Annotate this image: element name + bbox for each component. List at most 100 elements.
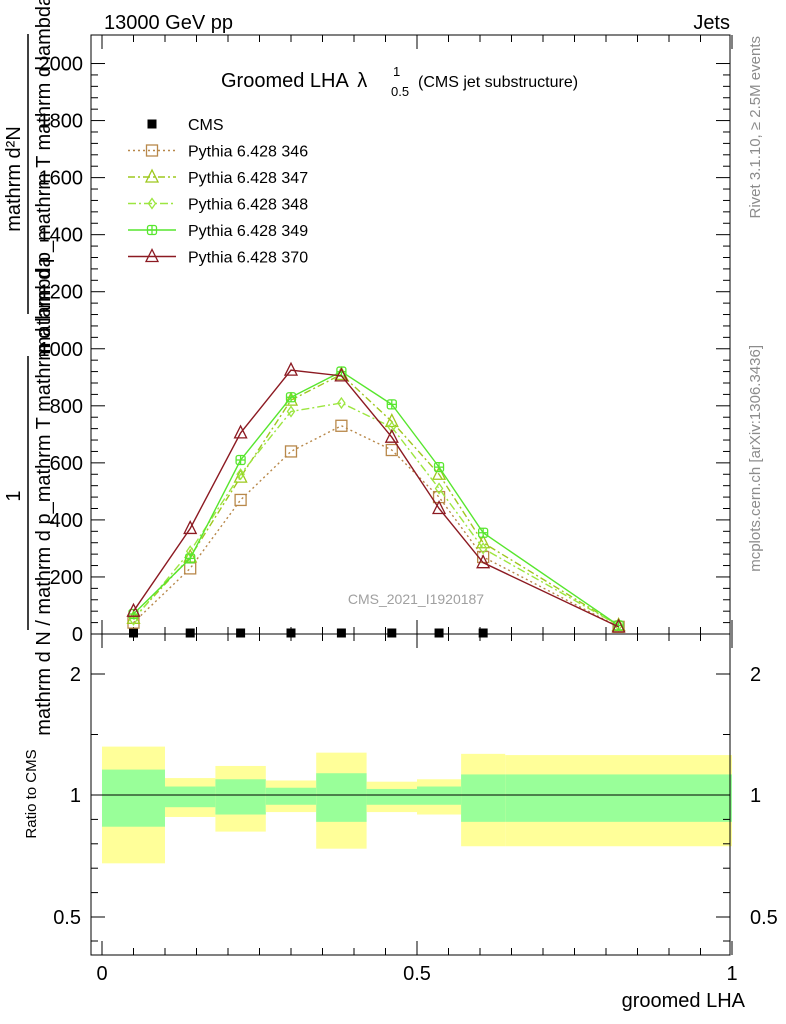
series-0-point [236,628,246,638]
series-5-point [183,520,198,535]
ylabel-numerator2: mathrm d²N [3,126,25,232]
legend-marker-5 [144,248,160,263]
legend-marker-4 [146,224,158,236]
ratio-y-tick-label: 2 [70,664,81,686]
series-2-point-shape [283,391,299,406]
ratio-panel: 0.5 1 2 0.5 1 2 0 0.5 1 Ratio to CMS groomed LHA [23,633,778,1012]
green-band-6 [417,786,462,805]
y-tick-label: 1800 [39,111,84,133]
y-tick-label: 400 [50,510,83,532]
series-0-point [336,628,346,638]
series-5-point-shape [334,367,349,382]
series-0-point [434,628,444,638]
series-0-point-shape [336,628,346,638]
main-panel: 0 200 400 600 800 1000 1200 1400 1600 1800 2000 Gr… [3,0,733,736]
series-0-point [286,628,296,638]
x-axis-label: groomed LHA [622,990,746,1012]
series-1-point-shape [184,562,197,575]
main-frame [90,34,731,635]
series-5-point-shape [476,554,491,569]
green-band-0 [102,769,165,827]
series-0-point-shape [478,628,488,638]
series-1-point [284,445,298,458]
y-axis-label: 1 mathrm d N / mathrm d p_mathrm T mathr… [3,0,55,736]
series-5-point [384,428,399,443]
series-2-line [132,373,619,627]
series-4-point [285,392,297,403]
series-2-point-shape [233,468,248,483]
series-3-point [236,468,245,481]
series-1-point [184,562,197,575]
y-tick-label: 1600 [39,168,84,190]
legend-label-5: Pythia 6.428 370 [188,250,308,267]
series-5-point-shape [384,428,399,443]
series-0-point [185,628,195,638]
series-5-point-shape [126,602,141,617]
legend-marker-1 [145,144,159,157]
green-band-4 [316,773,367,822]
series-0-point-shape [129,628,138,638]
series-4-point [433,461,445,473]
green-band-3 [265,787,317,805]
green-band-8 [505,774,732,822]
analysis-watermark: CMS_2021_I1920187 [348,591,484,607]
mcplots-label: mcplots.cern.ch [arXiv:1306.3436] [747,345,764,572]
series-0-point-shape [387,628,397,638]
series-1-point [234,493,247,507]
ratio-y-tick-label-right: 2 [750,664,761,686]
series-5-point [283,361,299,376]
series-3-point [478,542,488,555]
series-5-point-shape [611,618,626,633]
series-5-line [132,369,619,628]
legend-marker-2 [144,168,160,183]
series-3-point-shape [434,482,444,495]
ratio-y-tick-label: 0.5 [53,907,81,929]
y-tick-label: 600 [50,453,83,475]
ratio-frame [90,633,731,956]
legend-marker-2-shape [144,168,160,183]
ratio-y-tick-label: 1 [70,785,81,807]
series-1-point [335,419,348,432]
series-4-point [235,454,246,466]
title-subscript: 0.5 [391,84,409,99]
energy-label: 13000 GeV pp [104,12,233,34]
main-axes: 0 200 400 600 800 1000 1200 1400 1600 1800 2000 [39,35,733,646]
series-3-point-shape [337,396,346,410]
legend-marker-1-shape [145,144,159,157]
legend-marker-3 [147,197,157,210]
y-tick-label: 200 [50,567,83,589]
series-0-point-shape [434,628,444,638]
series-0-point [478,628,488,638]
green-band-5 [366,788,417,805]
series-2-point-shape [126,609,141,624]
ratio-axes: 0.5 1 2 0.5 1 2 0 0.5 1 [53,634,778,985]
series-4-point [185,553,196,564]
green-band-2 [215,779,266,815]
series-5-point [126,602,141,617]
x-tick-label: 1 [726,963,737,985]
legend-marker-3-shape [147,197,157,210]
series-5-point [431,500,447,515]
series-1-line [133,424,619,628]
y-tick-label: 1400 [39,225,84,247]
y-tick-label: 2000 [39,54,84,76]
series-3-point-shape [236,468,245,481]
chart-title: Groomed LHA λ [221,70,367,92]
ylabel-denominator: mathrm d N / mathrm d p_mathrm T mathrm … [33,255,55,735]
series-2-point [283,391,299,406]
y-tick-label: 800 [50,396,83,418]
ylabel-denominator2: mathrm d p_mathrm T mathrm d lambda [33,0,55,353]
series-5-point [476,554,491,569]
legend-marker-0 [147,119,157,129]
series-5-point [334,367,349,382]
series-4-point [386,399,397,410]
ylabel-numerator: 1 [3,490,25,501]
series-2-point [431,465,447,480]
x-tick-label: 0 [96,963,107,985]
series-2-point [233,468,248,483]
ratio-y-tick-label-right: 0.5 [750,907,778,929]
title-superscript: 1 [393,64,400,79]
series-3-point [387,421,397,434]
series-3-point [337,396,346,410]
legend-label-0: CMS [188,117,224,134]
